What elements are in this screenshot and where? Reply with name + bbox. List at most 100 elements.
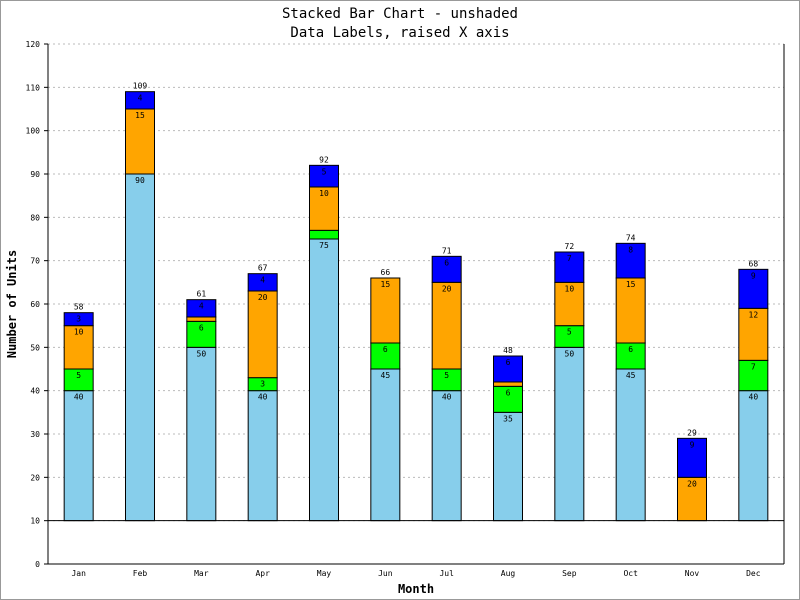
data-label: 7 [567, 254, 572, 263]
bar-segment [493, 411, 523, 522]
data-label: 5 [322, 167, 327, 176]
y-tick-label: 0 [35, 560, 40, 569]
data-label: 35 [503, 414, 513, 423]
bar-segment [125, 91, 155, 110]
data-label: 3 [76, 315, 81, 324]
bar-segment [247, 390, 278, 522]
bar-segment [615, 342, 646, 370]
x-tick-label: Dec [746, 569, 761, 578]
data-label: 5 [444, 371, 449, 380]
bar-segment [370, 277, 401, 344]
data-label: 90 [135, 176, 145, 185]
bar-segment [554, 346, 585, 522]
x-tick-label: Nov [685, 569, 700, 578]
bar-segment [677, 437, 707, 478]
bar-total-label: 109 [133, 82, 148, 91]
y-tick-label: 110 [26, 83, 41, 92]
y-tick-label: 40 [30, 387, 40, 396]
bar-segment [615, 277, 646, 344]
x-tick-label: Jan [71, 569, 86, 578]
data-label: 8 [628, 245, 633, 254]
bar-segment [63, 312, 94, 327]
data-label: 10 [565, 284, 575, 293]
data-label: 10 [319, 189, 329, 198]
bar-segment [186, 346, 217, 522]
bar-segment [125, 108, 155, 175]
bar-total-label: 74 [626, 233, 636, 242]
bar-segment [370, 342, 401, 370]
bar-segment [493, 355, 523, 383]
bar-segment [738, 390, 769, 522]
x-tick-label: Oct [623, 569, 638, 578]
data-label: 45 [626, 371, 636, 380]
data-label: 15 [626, 280, 636, 289]
y-tick-label: 30 [30, 430, 40, 439]
chart-title: Stacked Bar Chart - unshaded [282, 6, 518, 22]
y-axis-title: Number of Units [5, 250, 19, 358]
data-label: 45 [381, 371, 391, 380]
bar-segment [309, 229, 339, 240]
bar-total-label: 48 [503, 346, 513, 355]
data-label: 6 [628, 345, 633, 354]
bar-segment [554, 251, 585, 283]
x-tick-label: Apr [255, 569, 270, 578]
bar-total-label: 68 [749, 259, 759, 268]
bar-total-label: 61 [197, 290, 207, 299]
bar-total-label: 67 [258, 264, 268, 273]
x-tick-label: Aug [501, 569, 516, 578]
bar-segment [493, 381, 523, 387]
bar-total-label: 29 [687, 428, 697, 437]
x-tick-label: Mar [194, 569, 209, 578]
data-label: 7 [751, 362, 756, 371]
data-label: 50 [197, 349, 207, 358]
data-label: 6 [506, 388, 511, 397]
bar-segment [738, 307, 769, 361]
y-tick-label: 20 [30, 473, 40, 482]
y-tick-label: 50 [30, 343, 40, 352]
bar-segment [309, 186, 339, 231]
data-label: 9 [751, 271, 756, 280]
bar-segment [615, 368, 646, 522]
bar-segment [431, 281, 462, 370]
chart-subtitle: Data Labels, raised X axis [290, 25, 509, 41]
bar-segment [615, 242, 646, 279]
bar-segment [431, 255, 462, 283]
bar-segment [186, 299, 217, 318]
bar-segment [186, 316, 217, 322]
data-label: 6 [383, 345, 388, 354]
y-tick-label: 60 [30, 300, 40, 309]
x-tick-label: Jul [439, 569, 454, 578]
axes-layer: 0 10 20 30 40 50 60 70 80 90 100 110 120 Jan Feb Mar Apr… [26, 40, 785, 578]
y-tick-label: 90 [30, 170, 40, 179]
bar-total-label: 58 [74, 303, 84, 312]
data-label: 3 [260, 380, 265, 389]
y-tick-label: 120 [26, 40, 41, 49]
data-label: 15 [381, 280, 391, 289]
y-tick-label: 10 [30, 517, 40, 526]
data-label: 20 [258, 293, 268, 302]
data-label: 40 [74, 393, 84, 402]
x-axis-title: Month [398, 582, 434, 596]
data-label: 40 [258, 393, 268, 402]
data-label: 50 [565, 349, 575, 358]
labels-layer: 4051035890154109506461403204677510592456… [74, 82, 758, 489]
x-tick-label: Sep [562, 569, 577, 578]
data-label: 6 [199, 323, 204, 332]
data-label: 15 [135, 111, 145, 120]
bars-layer [63, 91, 769, 522]
data-label: 5 [76, 371, 81, 380]
bar-total-label: 71 [442, 246, 452, 255]
y-tick-label: 100 [26, 127, 41, 136]
x-tick-label: May [317, 569, 332, 578]
data-label: 20 [687, 479, 697, 488]
bar-segment [370, 368, 401, 522]
bar-segment [738, 359, 769, 392]
data-label: 40 [749, 393, 759, 402]
data-label: 4 [199, 302, 204, 311]
bar-segment [309, 238, 339, 522]
bar-total-label: 66 [381, 268, 391, 277]
x-tick-label: Feb [133, 569, 148, 578]
bar-segment [63, 390, 94, 522]
